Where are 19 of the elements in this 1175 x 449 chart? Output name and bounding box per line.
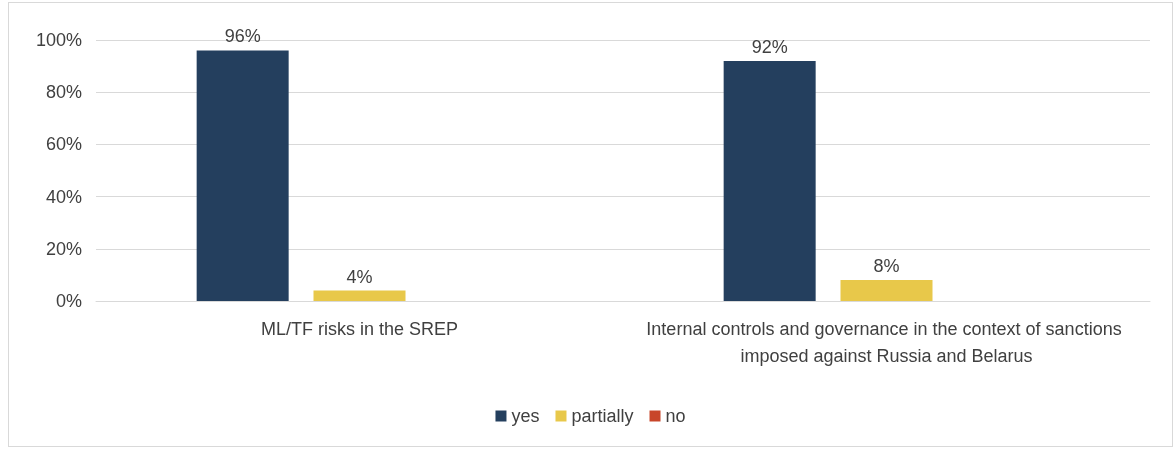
x-tick-label: ML/TF risks in the SREP <box>260 318 459 339</box>
data-label: 92% <box>751 36 788 57</box>
bar <box>196 50 289 301</box>
legend-label: no <box>665 406 686 426</box>
y-tick-label: 0% <box>55 291 82 311</box>
x-tick-label: Internal controls and governance in the context of sanctions imposed against Russia and Belarus <box>646 318 1127 366</box>
y-tick-label: 100% <box>35 30 82 50</box>
data-label: 96% <box>224 26 261 47</box>
y-tick-label: 80% <box>45 82 82 103</box>
legend-label: partially <box>571 406 634 426</box>
legend-label: yes <box>511 406 540 426</box>
data-label: 8% <box>873 256 900 277</box>
y-tick-label: 60% <box>45 134 82 155</box>
bar <box>313 290 406 301</box>
data-label: 4% <box>346 266 373 287</box>
y-tick-label: 40% <box>45 186 82 207</box>
bar <box>840 280 933 301</box>
bar <box>723 60 816 301</box>
y-tick-label: 20% <box>45 238 82 259</box>
